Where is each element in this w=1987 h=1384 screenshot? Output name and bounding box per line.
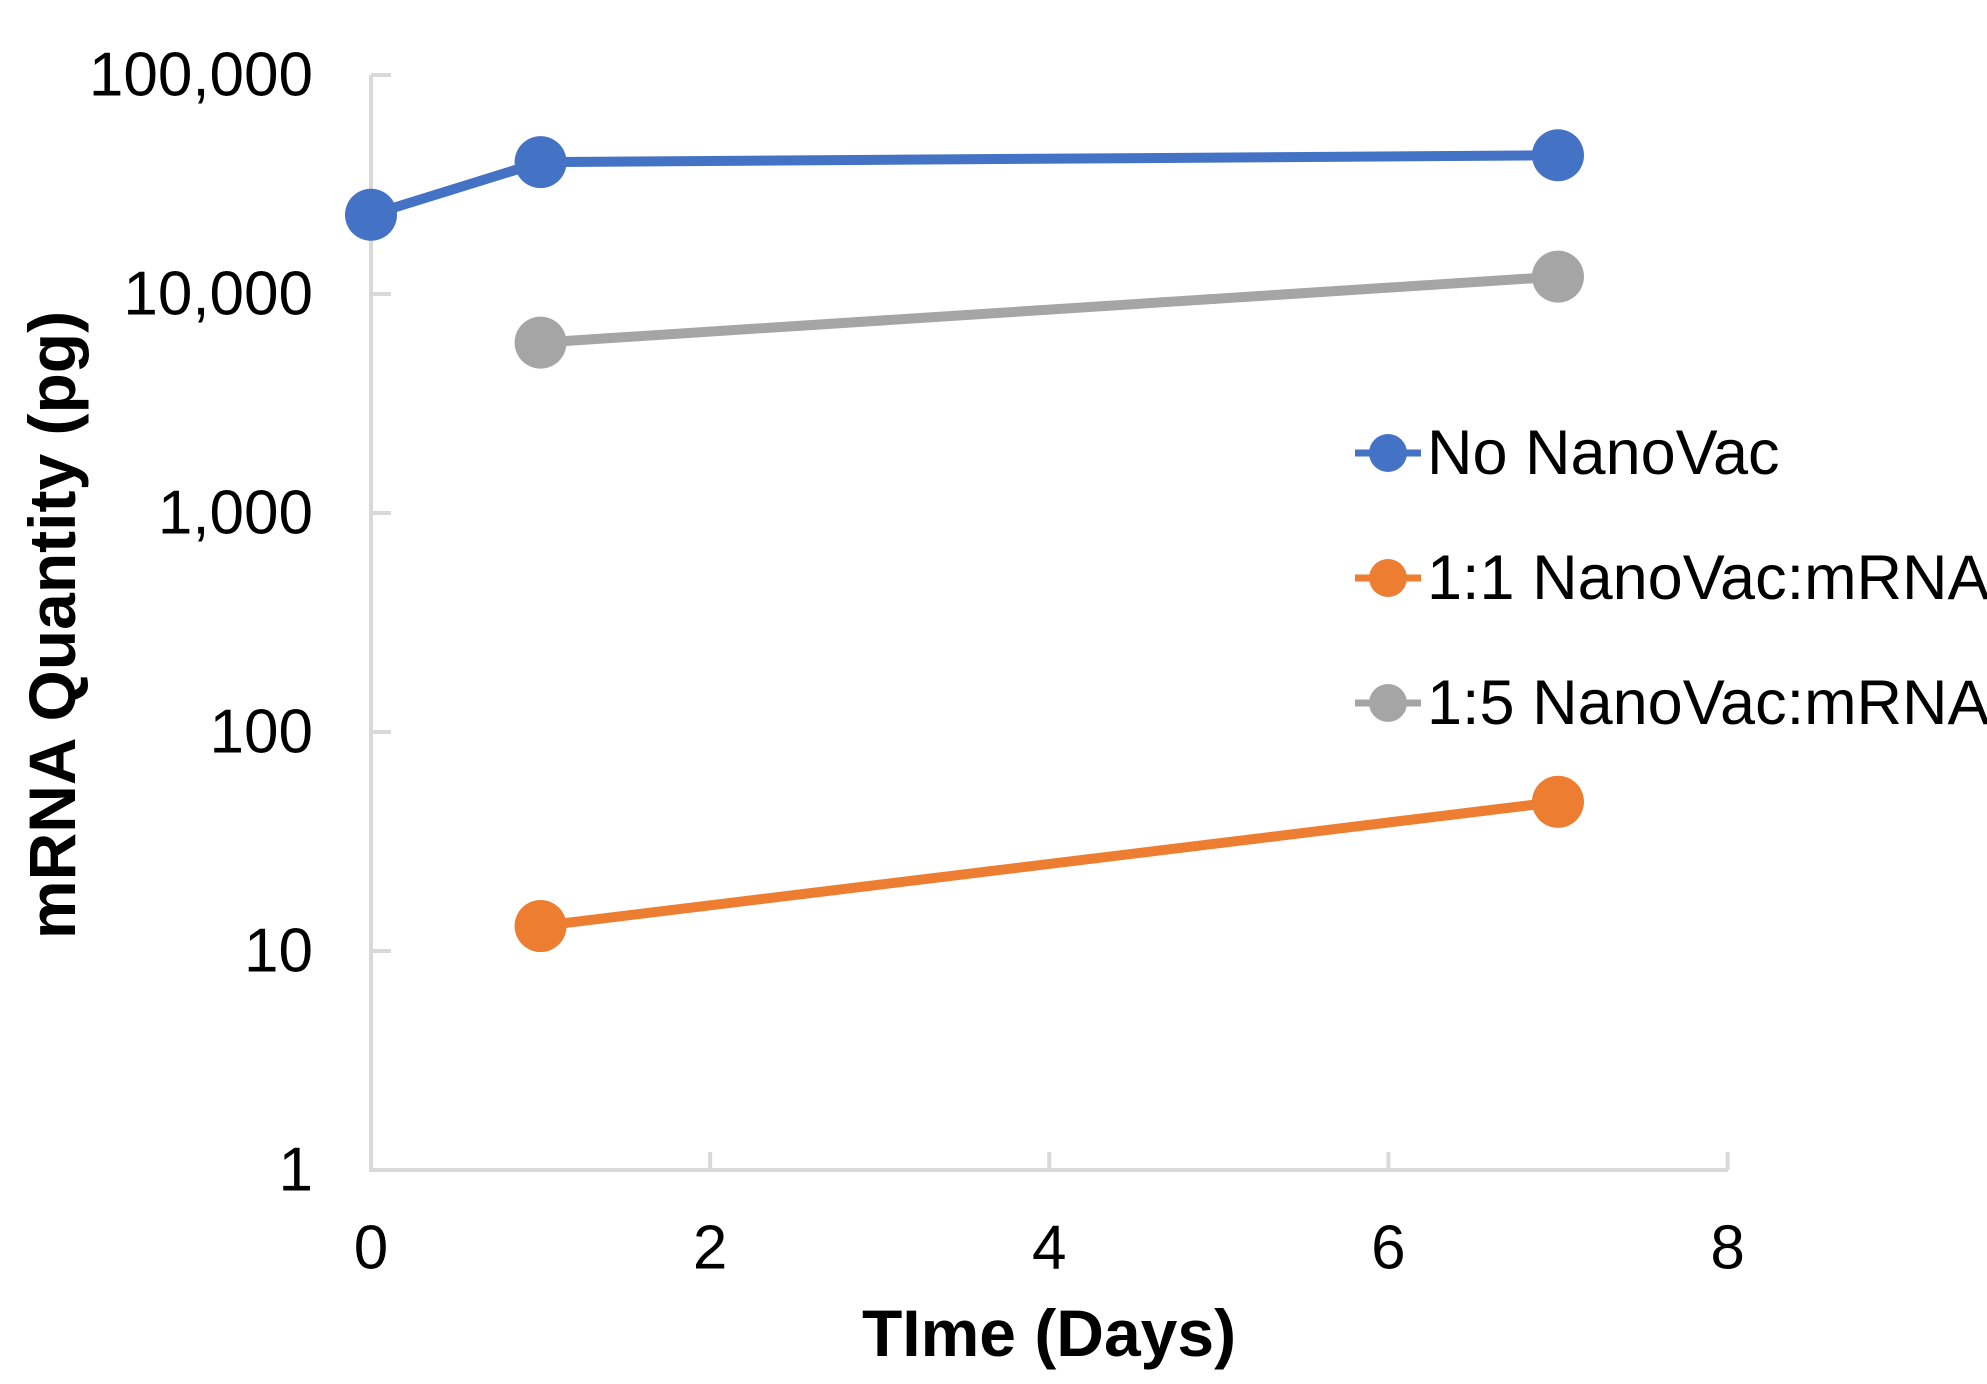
x-tick-label: 4 xyxy=(1032,1214,1066,1283)
x-tick-label: 2 xyxy=(693,1214,727,1283)
data-point xyxy=(1531,250,1584,303)
series-line xyxy=(535,796,1563,932)
x-tick-label: 6 xyxy=(1371,1214,1405,1283)
x-tick-label: 8 xyxy=(1710,1214,1744,1283)
legend-label: 1:1 NanoVac:mRNA xyxy=(1427,542,1987,613)
legend-label: No NanoVac xyxy=(1427,417,1780,488)
data-point xyxy=(1531,775,1584,828)
y-tick-label: 10,000 xyxy=(123,260,313,329)
series-1-5-nanovac-mrna xyxy=(514,250,1584,369)
y-tick-label: 10 xyxy=(244,917,313,986)
series-marker-icon xyxy=(1355,683,1421,722)
data-point xyxy=(514,316,567,369)
x-tick-label: 0 xyxy=(354,1214,388,1283)
legend-item: No NanoVac xyxy=(1355,390,1987,515)
y-tick-label: 1 xyxy=(279,1136,313,1205)
data-point xyxy=(345,188,397,241)
series-line xyxy=(535,271,1563,348)
y-tick-label: 100,000 xyxy=(89,41,313,110)
y-axis-title: mRNA Quantity (pg) xyxy=(15,310,89,940)
series-1-1-nanovac-mrna xyxy=(514,775,1584,953)
data-point xyxy=(514,900,567,953)
x-axis-title: TIme (Days) xyxy=(861,1296,1237,1370)
y-tick-label: 1,000 xyxy=(158,479,313,548)
series-marker-icon xyxy=(1355,433,1421,472)
data-point xyxy=(1531,129,1584,182)
series-marker-icon xyxy=(1355,558,1421,597)
legend-item: 1:1 NanoVac:mRNA xyxy=(1355,515,1987,640)
series-no-nanovac xyxy=(345,129,1584,241)
legend-label: 1:5 NanoVac:mRNA xyxy=(1427,667,1987,738)
legend: No NanoVac 1:1 NanoVac:mRNA 1:5 NanoVac:… xyxy=(1355,390,1987,765)
data-point xyxy=(514,136,567,189)
legend-item: 1:5 NanoVac:mRNA xyxy=(1355,640,1987,765)
y-tick-label: 100 xyxy=(210,698,313,767)
